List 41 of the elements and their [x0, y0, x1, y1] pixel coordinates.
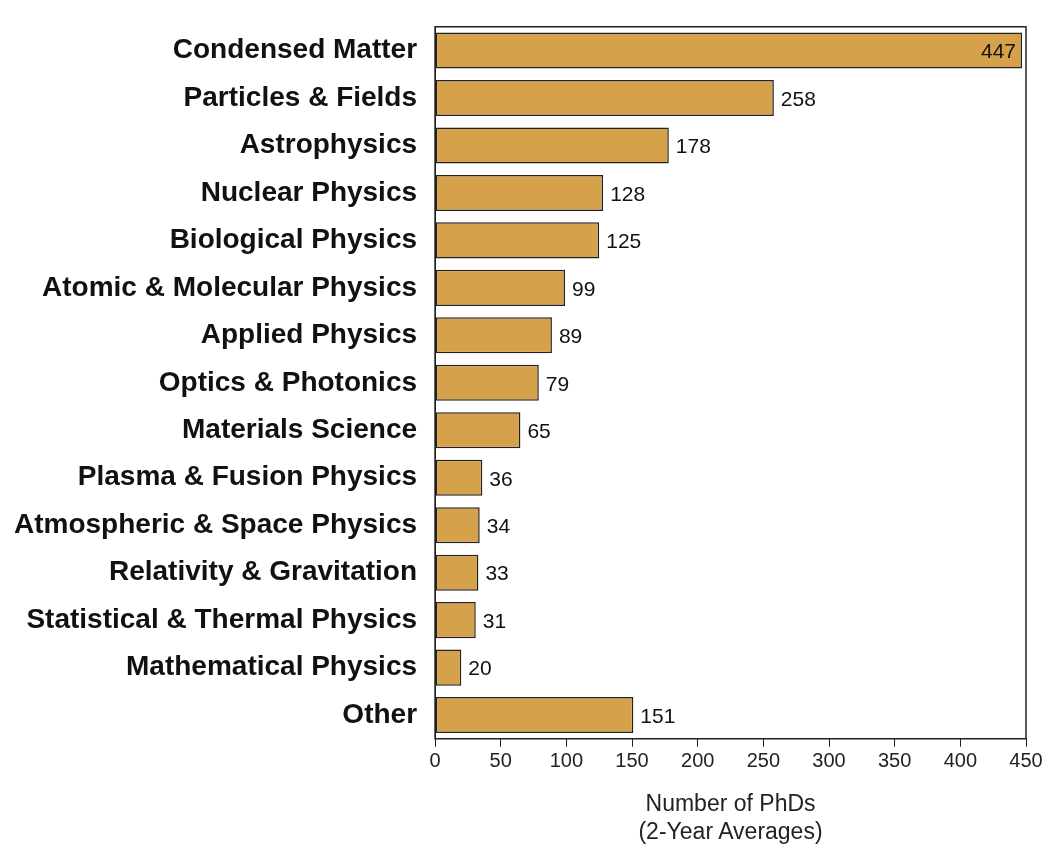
- data-label: 447: [981, 39, 1017, 63]
- y-tick-label: Atmospheric & Space Physics: [14, 507, 418, 539]
- data-label: 178: [675, 134, 711, 158]
- data-label: 20: [468, 656, 492, 680]
- y-tick-label: Materials Science: [182, 412, 418, 444]
- y-tick-label: Applied Physics: [200, 318, 418, 350]
- data-label: 65: [527, 419, 551, 443]
- data-label: 151: [640, 703, 676, 727]
- x-tick-label: 400: [943, 749, 978, 772]
- x-tick-label: 0: [429, 749, 441, 772]
- y-tick-label: Nuclear Physics: [200, 175, 418, 207]
- y-tick-label: Particles & Fields: [183, 80, 418, 112]
- y-tick-label: Statistical & Thermal Physics: [26, 602, 418, 634]
- x-tick-label: 100: [549, 749, 584, 772]
- y-tick-label: Condensed Matter: [172, 33, 418, 65]
- x-axis-title: Number of PhDs (2-Year Averages): [638, 789, 823, 844]
- data-label: 89: [558, 324, 583, 348]
- data-label: 34: [486, 514, 511, 537]
- y-tick-label: Other: [342, 697, 418, 729]
- y-tick-label: Atomic & Molecular Physics: [42, 270, 418, 302]
- y-tick-label: Mathematical Physics: [126, 650, 418, 682]
- x-tick-label: 350: [877, 749, 912, 772]
- x-tick-label: 450: [1009, 749, 1043, 772]
- data-label: 128: [610, 181, 646, 205]
- data-label: 99: [572, 276, 596, 300]
- x-tick-label: 200: [681, 749, 715, 772]
- data-label: 31: [482, 608, 507, 632]
- data-label: 36: [489, 466, 513, 490]
- y-tick-label: Optics & Photonics: [158, 365, 418, 397]
- x-tick-label: 250: [746, 749, 781, 772]
- y-tick-label: Plasma & Fusion Physics: [77, 460, 418, 492]
- x-tick-label: 300: [812, 749, 846, 772]
- data-label: 33: [485, 561, 509, 585]
- y-tick-label: Relativity & Gravitation: [108, 555, 418, 587]
- data-label: 258: [780, 86, 816, 110]
- data-label: 79: [545, 371, 570, 395]
- data-label: 125: [606, 229, 642, 253]
- x-tick-label: 150: [615, 749, 649, 772]
- x-tick-label: 50: [489, 749, 512, 772]
- y-tick-label: Biological Physics: [169, 223, 418, 255]
- y-tick-label: Astrophysics: [239, 128, 418, 160]
